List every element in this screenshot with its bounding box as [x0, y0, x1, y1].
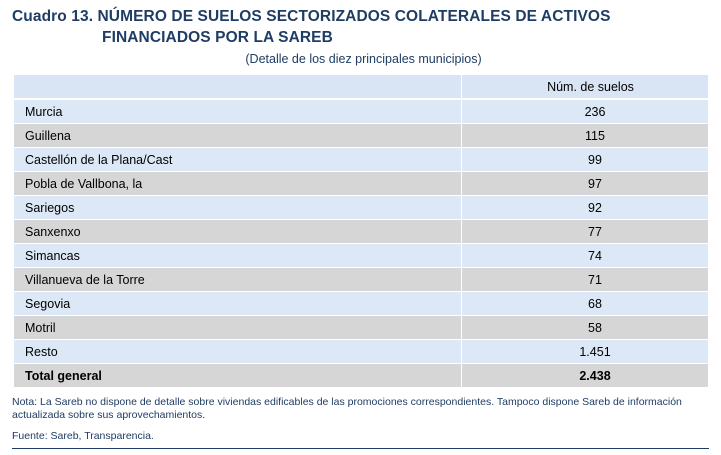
- table-row: Motril 58: [13, 315, 709, 340]
- table-title: Cuadro 13. NÚMERO DE SUELOS SECTORIZADOS…: [12, 6, 712, 48]
- table-subtitle: (Detalle de los diez principales municip…: [245, 52, 482, 66]
- table-row: Guillena 115: [13, 123, 709, 148]
- cell-municipio: Murcia: [13, 98, 462, 124]
- cell-num-suelos: 77: [461, 219, 709, 244]
- cell-municipio: Resto: [13, 339, 462, 364]
- header-num-suelos: Núm. de suelos: [461, 74, 709, 100]
- title-line-2: FINANCIADOS POR LA SAREB: [102, 29, 333, 46]
- cell-municipio: Sanxenxo: [13, 219, 462, 244]
- bottom-rule: [12, 448, 709, 449]
- table-total-row: Total general 2.438: [13, 363, 709, 388]
- cell-num-suelos: 58: [461, 315, 709, 340]
- cell-num-suelos: 115: [461, 123, 709, 148]
- total-label: Total general: [13, 363, 462, 388]
- cell-num-suelos: 92: [461, 195, 709, 220]
- total-value: 2.438: [461, 363, 709, 388]
- cell-num-suelos: 99: [461, 147, 709, 172]
- table-source: Fuente: Sareb, Transparencia.: [12, 430, 154, 442]
- cell-municipio: Sariegos: [13, 195, 462, 220]
- cell-municipio: Segovia: [13, 291, 462, 316]
- cell-num-suelos: 71: [461, 267, 709, 292]
- cell-num-suelos: 97: [461, 171, 709, 196]
- cell-municipio: Guillena: [13, 123, 462, 148]
- cell-municipio: Motril: [13, 315, 462, 340]
- cell-municipio: Villanueva de la Torre: [13, 267, 462, 292]
- header-municipio: [13, 74, 462, 100]
- table-row: Sariegos 92: [13, 195, 709, 220]
- table-header-row: Núm. de suelos: [13, 74, 709, 100]
- title-line-1: Cuadro 13. NÚMERO DE SUELOS SECTORIZADOS…: [12, 8, 611, 25]
- table-row: Sanxenxo 77: [13, 219, 709, 244]
- cell-num-suelos: 1.451: [461, 339, 709, 364]
- table-row: Castellón de la Plana/Cast 99: [13, 147, 709, 172]
- table-row: Resto 1.451: [13, 339, 709, 364]
- data-table: Núm. de suelos Murcia 236 Guillena 115 Caste…: [13, 74, 709, 388]
- cell-municipio: Castellón de la Plana/Cast: [13, 147, 462, 172]
- table-row: Murcia 236: [13, 98, 709, 124]
- table-row: Villanueva de la Torre 71: [13, 267, 709, 292]
- cell-municipio: Simancas: [13, 243, 462, 268]
- table-row: Segovia 68: [13, 291, 709, 316]
- cell-num-suelos: 68: [461, 291, 709, 316]
- cell-num-suelos: 74: [461, 243, 709, 268]
- table-row: Pobla de Vallbona, la 97: [13, 171, 709, 196]
- table-row: Simancas 74: [13, 243, 709, 268]
- cell-num-suelos: 236: [461, 98, 709, 124]
- cell-municipio: Pobla de Vallbona, la: [13, 171, 462, 196]
- table-note: Nota: La Sareb no dispone de detalle sob…: [12, 396, 682, 421]
